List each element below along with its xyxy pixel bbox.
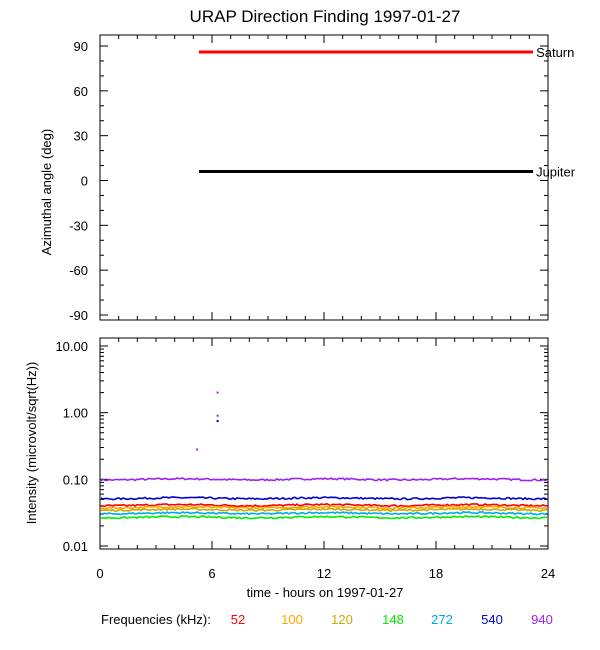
bottom-y-axis: 10.00 1.00 0.10 0.01 xyxy=(55,339,548,554)
top-y-axis-label: Azimuthal angle (deg) xyxy=(39,129,54,255)
top-y-tick-label: 90 xyxy=(74,39,88,54)
top-y-tick-label: 0 xyxy=(81,174,88,189)
bottom-y-tick-label: 0.10 xyxy=(63,472,88,487)
frequencies-legend: 52 100 120 148 272 540 940 xyxy=(231,612,553,627)
top-y-tick-label: 60 xyxy=(74,84,88,99)
bottom-x-axis: 0 6 12 18 24 xyxy=(96,338,555,581)
intensity-trace-120 xyxy=(100,507,548,513)
frequency-148: 148 xyxy=(382,612,404,627)
top-y-tick-label: -90 xyxy=(69,308,88,323)
chart-title: URAP Direction Finding 1997-01-27 xyxy=(190,7,461,26)
bottom-x-tick-label: 6 xyxy=(208,566,215,581)
top-y-tick-label: -30 xyxy=(69,218,88,233)
top-y-tick-label: 30 xyxy=(74,129,88,144)
frequency-272: 272 xyxy=(431,612,453,627)
top-y-axis: 90 60 30 0 -30 -60 -90 xyxy=(69,39,548,323)
frequency-100: 100 xyxy=(281,612,303,627)
bottom-y-tick-label: 0.01 xyxy=(63,539,88,554)
bottom-y-axis-label: Intensity (microvolt/sqrt(Hz)) xyxy=(24,362,39,525)
intensity-trace-100 xyxy=(100,505,548,510)
intensity-trace-540 xyxy=(100,496,548,501)
bottom-x-tick-label: 0 xyxy=(96,566,103,581)
bottom-x-tick-label: 12 xyxy=(317,566,331,581)
intensity-trace-52 xyxy=(100,502,548,508)
frequency-540: 540 xyxy=(481,612,503,627)
intensity-spike xyxy=(216,414,219,417)
top-y-tick-label: -60 xyxy=(69,263,88,278)
series-label-jupiter: Jupiter xyxy=(536,165,576,180)
frequency-120: 120 xyxy=(331,612,353,627)
intensity-spike xyxy=(216,419,219,422)
bottom-x-axis-label: time - hours on 1997-01-27 xyxy=(247,585,404,600)
frequency-52: 52 xyxy=(231,612,245,627)
intensity-spike xyxy=(216,391,219,394)
bottom-y-tick-label: 1.00 xyxy=(63,406,88,421)
frequencies-label: Frequencies (kHz): xyxy=(101,612,211,627)
bottom-x-tick-label: 18 xyxy=(429,566,443,581)
intensity-trace-940 xyxy=(100,477,548,482)
top-x-axis xyxy=(99,35,549,320)
frequency-940: 940 xyxy=(531,612,553,627)
bottom-y-tick-label: 10.00 xyxy=(55,339,88,354)
intensity-spike xyxy=(196,448,199,451)
top-panel-frame xyxy=(99,34,549,321)
bottom-x-tick-label: 24 xyxy=(541,566,555,581)
intensity-trace-148 xyxy=(100,515,547,520)
bottom-spikes-group xyxy=(196,391,219,451)
intensity-trace-272 xyxy=(100,511,548,516)
bottom-series-group xyxy=(100,477,548,520)
top-series-group: Saturn Jupiter xyxy=(198,45,576,180)
series-label-saturn: Saturn xyxy=(536,45,574,60)
